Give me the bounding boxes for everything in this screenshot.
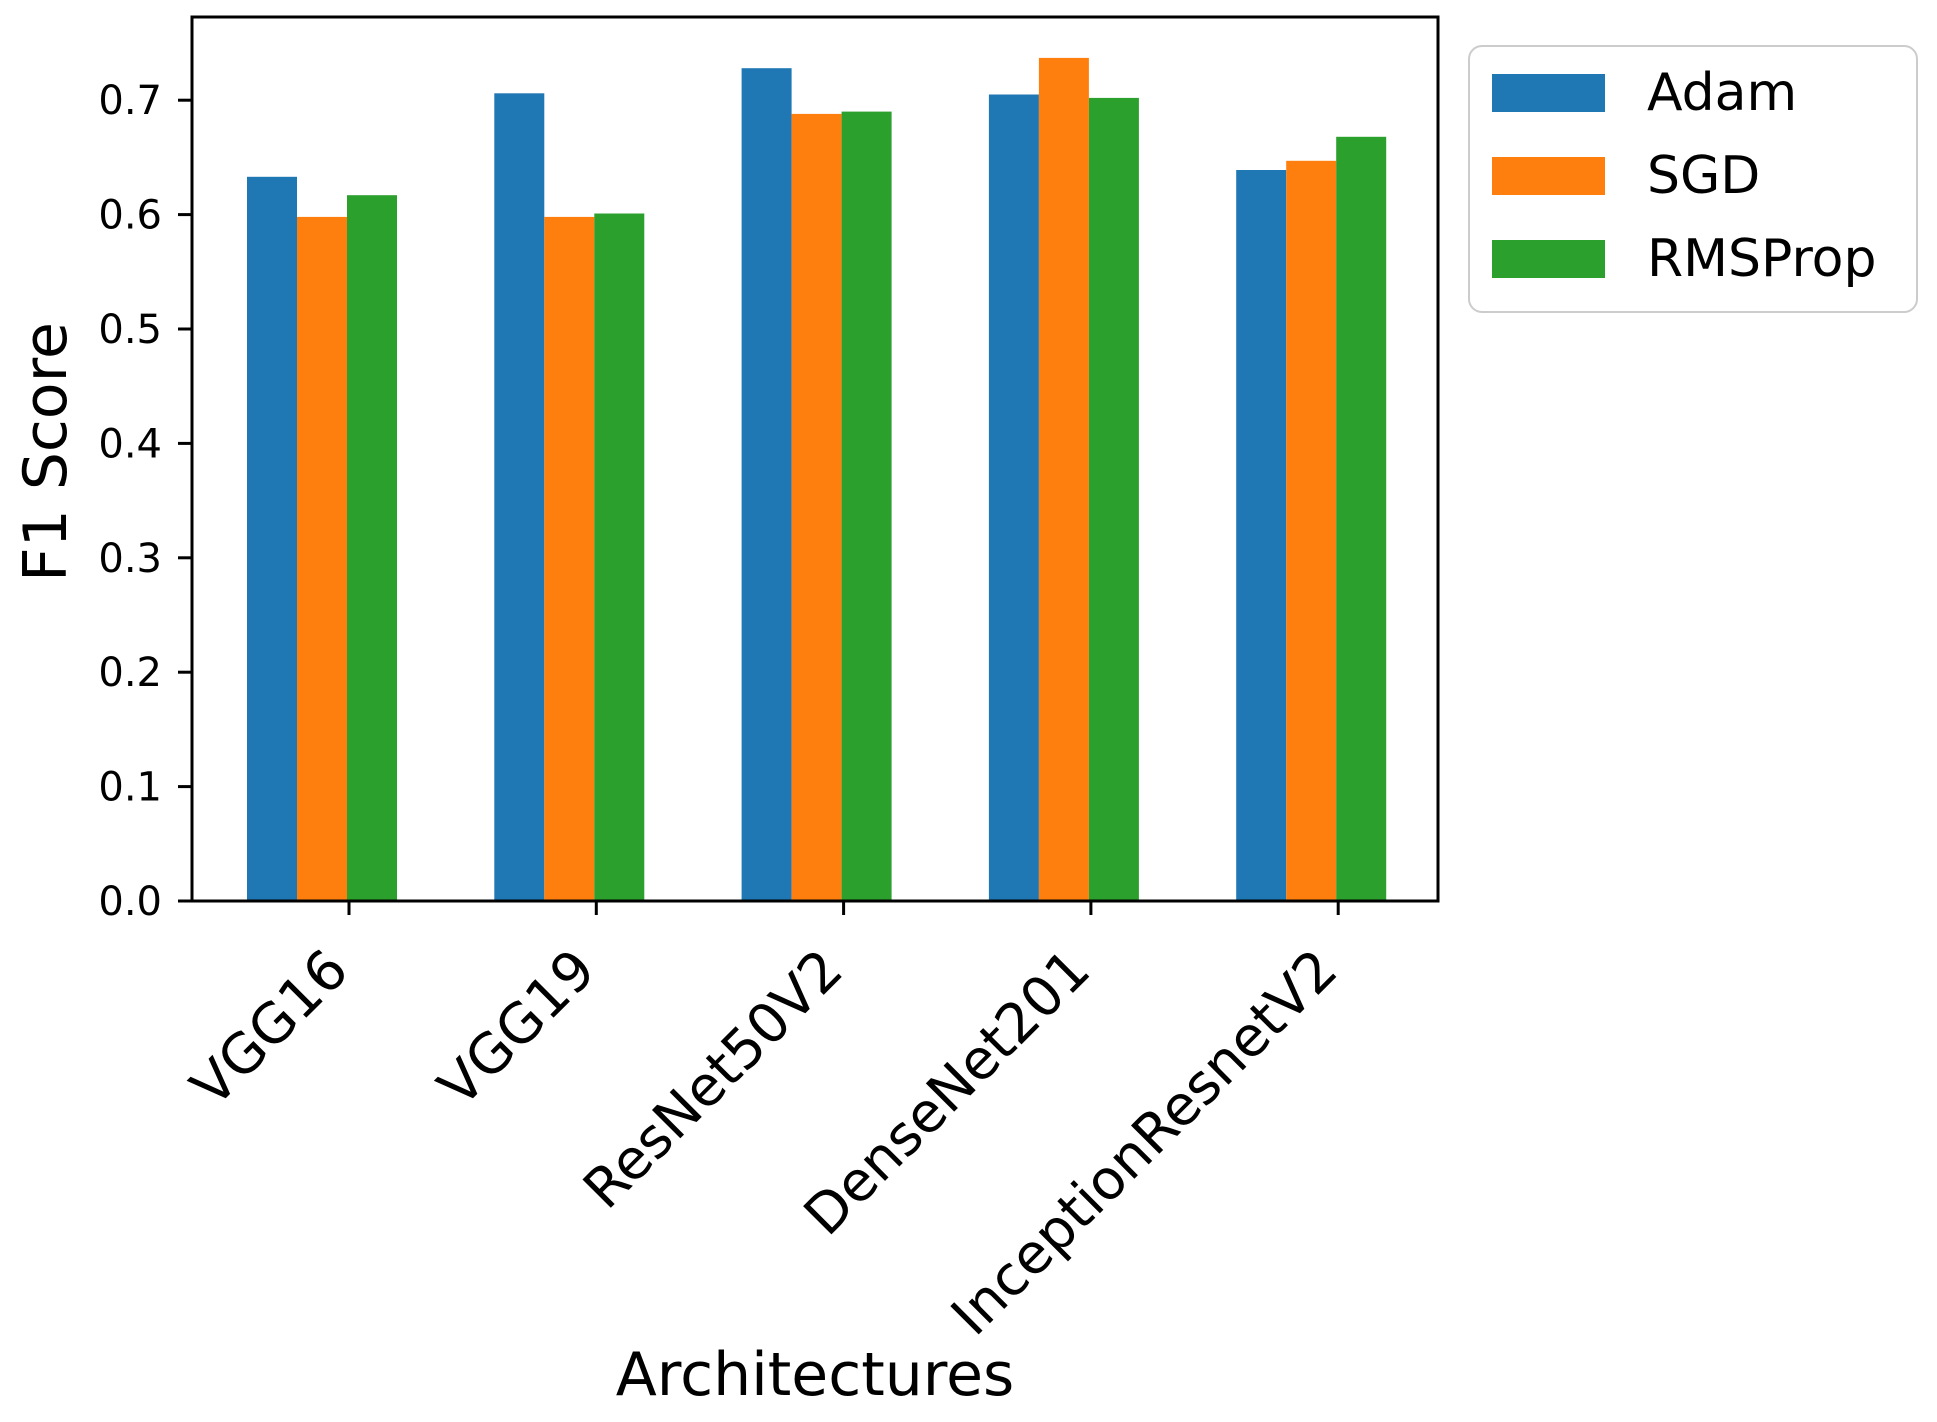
bar-vgg19-rmsprop (594, 213, 645, 901)
legend-item-adam: Adam (1492, 67, 1916, 119)
x-axis-tick-label: VGG16 (179, 937, 361, 1119)
x-axis-tick-label: VGG19 (426, 937, 608, 1119)
legend-item-label: Adam (1647, 63, 1798, 123)
y-axis-label: F1 Score (11, 322, 81, 582)
bar-vgg19-sgd (544, 216, 595, 901)
legend: Adam SGD RMSProp (1468, 45, 1918, 313)
legend-swatch-rmsprop (1492, 240, 1605, 278)
plot-area (190, 15, 1440, 903)
bar-inceptionresnetv2-adam (1236, 170, 1287, 901)
y-axis-tick-label: 0.1 (98, 765, 162, 811)
legend-item-rmsprop: RMSProp (1492, 233, 1916, 285)
legend-item-label: RMSProp (1647, 229, 1877, 289)
legend-swatch-adam (1492, 74, 1605, 112)
bar-resnet50v2-adam (741, 68, 792, 901)
y-axis-tick-label: 0.5 (98, 307, 162, 353)
legend-swatch-sgd (1492, 157, 1605, 195)
x-axis-label: Architectures (615, 1340, 1015, 1410)
legend-item-label: SGD (1647, 146, 1761, 206)
bar-inceptionresnetv2-sgd (1286, 160, 1337, 902)
bar-vgg16-sgd (297, 216, 347, 901)
bar-resnet50v2-sgd (791, 113, 842, 901)
bar-resnet50v2-rmsprop (841, 111, 892, 902)
y-axis-tick-label: 0.7 (98, 78, 162, 124)
y-axis-tick-label: 0.0 (98, 879, 162, 925)
bar-vgg19-adam (494, 93, 545, 902)
bar-densenet201-adam (988, 94, 1039, 901)
y-axis-tick-label: 0.3 (98, 536, 162, 582)
bar-densenet201-rmsprop (1088, 97, 1139, 901)
bar-vgg16-adam (247, 176, 297, 902)
y-axis-tick-label: 0.2 (98, 650, 162, 696)
y-axis-tick-label: 0.4 (98, 421, 162, 467)
x-axis-tick-label: ResNet50V2 (571, 937, 855, 1221)
bar-densenet201-sgd (1038, 57, 1089, 901)
legend-item-sgd: SGD (1492, 150, 1916, 202)
bar-vgg16-rmsprop (347, 195, 397, 901)
bar-inceptionresnetv2-rmsprop (1336, 136, 1387, 902)
y-axis-tick-label: 0.6 (98, 193, 162, 239)
